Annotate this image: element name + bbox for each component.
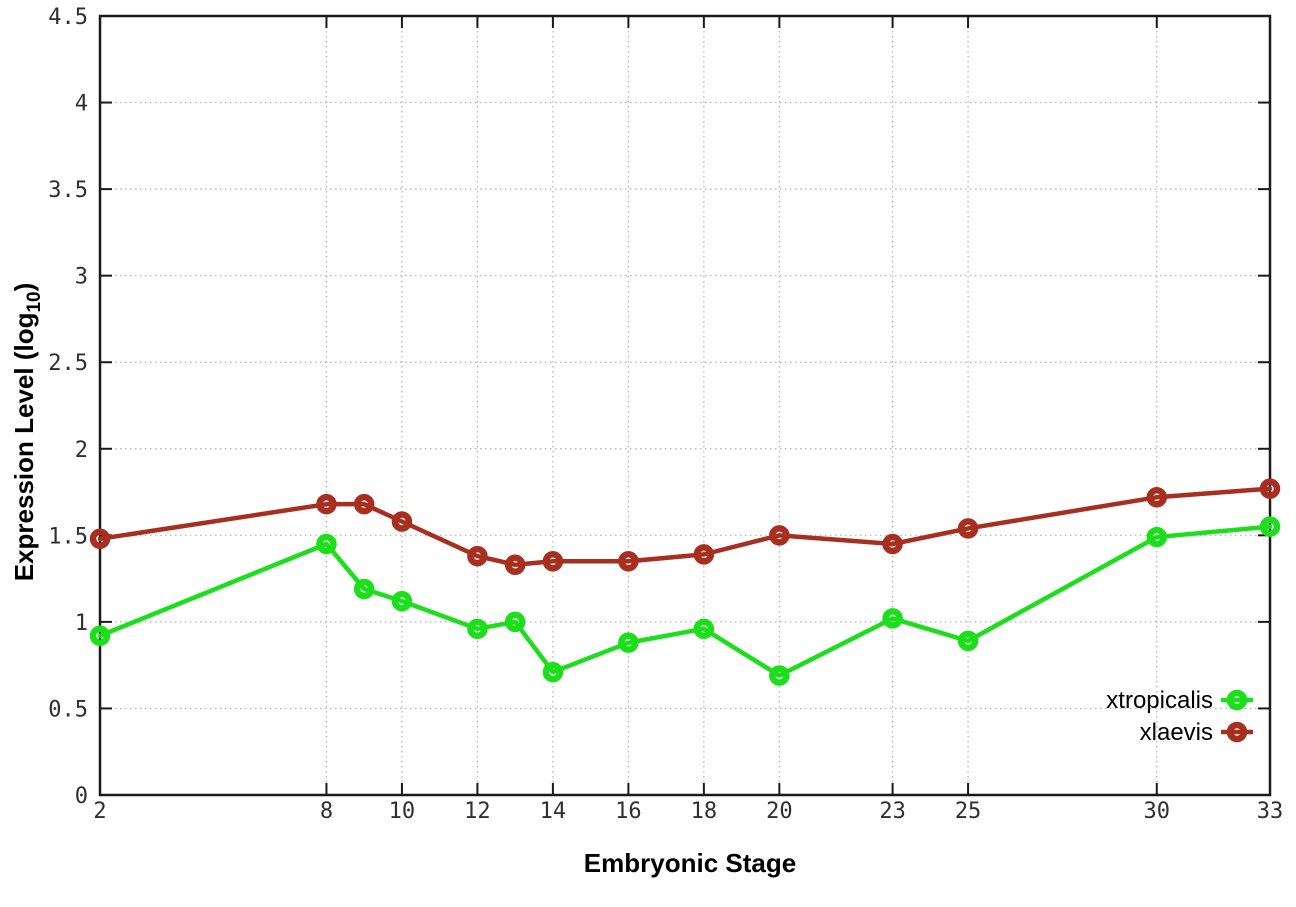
data-point-xtropicalis-stage-14 — [542, 661, 564, 683]
x-tick-label-14: 14 — [540, 799, 567, 824]
series-xlaevis — [89, 478, 1281, 576]
data-point-xtropicalis-stage-10 — [391, 590, 413, 612]
data-point-xlaevis-stage-8 — [316, 493, 337, 515]
tick-marks — [99, 15, 1271, 796]
x-tick-label-16: 16 — [615, 799, 642, 824]
y-tick-label-4.5: 4.5 — [48, 5, 88, 30]
y-tick-label-3.5: 3.5 — [48, 178, 88, 203]
series-xtropicalis — [89, 516, 1281, 686]
data-point-xlaevis-stage-9 — [353, 493, 375, 515]
data-point-xlaevis-stage-2 — [89, 528, 111, 550]
data-point-xlaevis-stage-30 — [1146, 486, 1168, 508]
data-point-xtropicalis-stage-25 — [957, 630, 979, 652]
data-point-xtropicalis-stage-12 — [467, 618, 488, 640]
y-tick-label-1.5: 1.5 — [48, 524, 88, 549]
data-point-xtropicalis-stage-30 — [1146, 526, 1168, 548]
x-tick-label-33: 33 — [1257, 799, 1284, 824]
data-point-xlaevis-stage-12 — [467, 545, 488, 567]
y-axis-title-suffix: ) — [9, 283, 39, 292]
legend-label-xtropicalis: xtropicalis — [1106, 687, 1213, 714]
plot-border — [98, 14, 1272, 797]
data-point-xlaevis-stage-33 — [1259, 478, 1281, 499]
data-point-xtropicalis-stage-13 — [504, 611, 526, 633]
y-tick-label-3: 3 — [75, 265, 88, 290]
data-point-xtropicalis-stage-23 — [882, 608, 903, 629]
grid — [99, 15, 1271, 796]
data-point-xlaevis-stage-13 — [504, 554, 526, 576]
y-tick-label-0: 0 — [75, 784, 88, 809]
y-tick-label-2: 2 — [75, 438, 88, 463]
x-tick-label-2: 2 — [93, 799, 106, 824]
x-tick-label-23: 23 — [879, 799, 906, 824]
x-tick-label-10: 10 — [389, 799, 416, 824]
x-tick-label-20: 20 — [766, 799, 793, 824]
data-point-xtropicalis-stage-9 — [353, 578, 375, 600]
y-axis-title-subscript: 10 — [24, 291, 45, 312]
data-point-xtropicalis-stage-8 — [316, 533, 337, 555]
data-point-xtropicalis-stage-20 — [769, 665, 790, 686]
y-axis-title: Expression Level (log10) — [9, 283, 45, 582]
x-tick-label-30: 30 — [1144, 799, 1171, 824]
legend-marker-xlaevis — [1226, 721, 1248, 743]
data-point-xlaevis-stage-25 — [957, 518, 979, 539]
data-point-xlaevis-stage-18 — [693, 544, 715, 565]
y-tick-label-2.5: 2.5 — [48, 351, 88, 376]
y-tick-label-4: 4 — [75, 92, 88, 117]
data-point-xlaevis-stage-16 — [618, 551, 639, 572]
x-tick-label-8: 8 — [320, 799, 333, 824]
x-tick-label-18: 18 — [691, 799, 718, 824]
x-tick-label-25: 25 — [955, 799, 982, 824]
data-point-xlaevis-stage-20 — [769, 525, 790, 546]
x-axis-title: Embryonic Stage — [584, 848, 796, 878]
y-axis-title-main: Expression Level (log — [9, 313, 39, 582]
y-tick-label-1: 1 — [75, 611, 88, 636]
data-point-xtropicalis-stage-18 — [693, 618, 715, 640]
data-point-xtropicalis-stage-16 — [618, 632, 639, 653]
data-point-xlaevis-stage-14 — [542, 551, 564, 572]
data-point-xlaevis-stage-10 — [391, 511, 413, 532]
legend-marker-xtropicalis — [1226, 689, 1248, 711]
tick-labels: 2 8 10 12 14 16 18 20 23 25 30 33 0 0.5 1 1.5 2 2.5 3 3.5 4 4… — [48, 5, 1283, 824]
x-tick-label-12: 12 — [464, 799, 491, 824]
series-line-xtropicalis — [97, 524, 1273, 678]
series-line-xlaevis — [97, 486, 1273, 568]
legend: xtropicalis xlaevis — [1106, 687, 1253, 746]
data-point-xtropicalis-stage-33 — [1259, 516, 1281, 537]
data-point-xtropicalis-stage-2 — [89, 625, 111, 646]
y-tick-label-0.5: 0.5 — [48, 697, 88, 722]
data-point-xlaevis-stage-23 — [882, 533, 903, 555]
legend-label-xlaevis: xlaevis — [1140, 719, 1213, 746]
